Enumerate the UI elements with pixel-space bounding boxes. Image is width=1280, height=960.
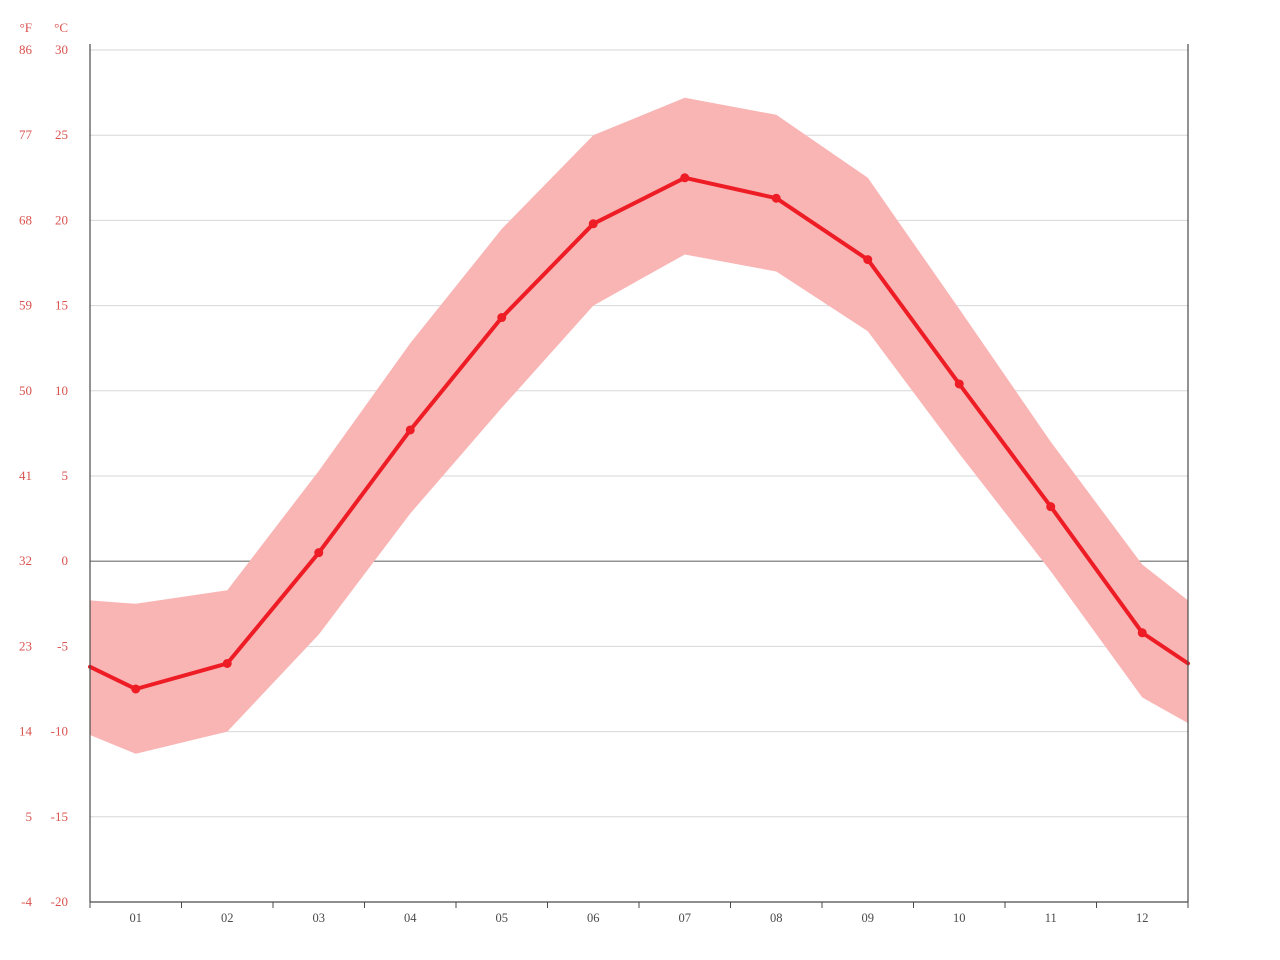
mean-temperature-marker	[315, 549, 323, 557]
mean-temperature-marker	[772, 194, 780, 202]
svg-text:-4: -4	[21, 894, 32, 909]
svg-text:14: 14	[19, 724, 33, 739]
svg-text:-20: -20	[51, 894, 68, 909]
mean-temperature-marker	[132, 685, 140, 693]
svg-text:77: 77	[19, 127, 33, 142]
month-label: 02	[221, 911, 234, 925]
svg-text:15: 15	[55, 298, 68, 313]
mean-temperature-marker	[498, 314, 506, 322]
mean-temperature-marker	[1138, 629, 1146, 637]
svg-text:32: 32	[19, 553, 32, 568]
month-label: 04	[404, 911, 417, 925]
svg-text:41: 41	[19, 468, 32, 483]
chart-svg: -20 -4 -15 5 -10 14 -5 23 0 32 5 41 10 50 15 59 20 68 25 77…	[0, 0, 1280, 960]
month-label: 11	[1045, 911, 1057, 925]
mean-temperature-marker	[681, 174, 689, 182]
svg-text:30: 30	[55, 42, 68, 57]
month-label: 12	[1136, 911, 1149, 925]
mean-temperature-marker	[406, 426, 414, 434]
month-label: 03	[313, 911, 326, 925]
svg-text:5: 5	[62, 468, 69, 483]
month-label: 09	[862, 911, 875, 925]
svg-text:68: 68	[19, 212, 32, 227]
month-label: 01	[130, 911, 143, 925]
svg-text:59: 59	[19, 298, 32, 313]
celsius-unit-label: °C	[54, 20, 68, 35]
svg-text:25: 25	[55, 127, 68, 142]
mean-temperature-marker	[864, 256, 872, 264]
svg-text:10: 10	[55, 383, 68, 398]
svg-text:-5: -5	[57, 638, 68, 653]
svg-text:50: 50	[19, 383, 32, 398]
svg-text:86: 86	[19, 42, 33, 57]
fahrenheit-unit-label: °F	[20, 20, 32, 35]
temperature-chart: -20 -4 -15 5 -10 14 -5 23 0 32 5 41 10 50 15 59 20 68 25 77…	[0, 0, 1280, 960]
mean-temperature-marker	[589, 220, 597, 228]
month-label: 08	[770, 911, 783, 925]
svg-text:0: 0	[62, 553, 69, 568]
month-label: 10	[953, 911, 966, 925]
month-label: 05	[496, 911, 509, 925]
mean-temperature-marker	[955, 380, 963, 388]
svg-text:-10: -10	[51, 724, 68, 739]
mean-temperature-marker	[223, 659, 231, 667]
month-label: 06	[587, 911, 600, 925]
mean-temperature-marker	[1047, 503, 1055, 511]
svg-text:5: 5	[26, 809, 33, 824]
svg-text:-15: -15	[51, 809, 68, 824]
svg-text:23: 23	[19, 638, 32, 653]
month-label: 07	[679, 911, 692, 925]
svg-text:20: 20	[55, 212, 68, 227]
